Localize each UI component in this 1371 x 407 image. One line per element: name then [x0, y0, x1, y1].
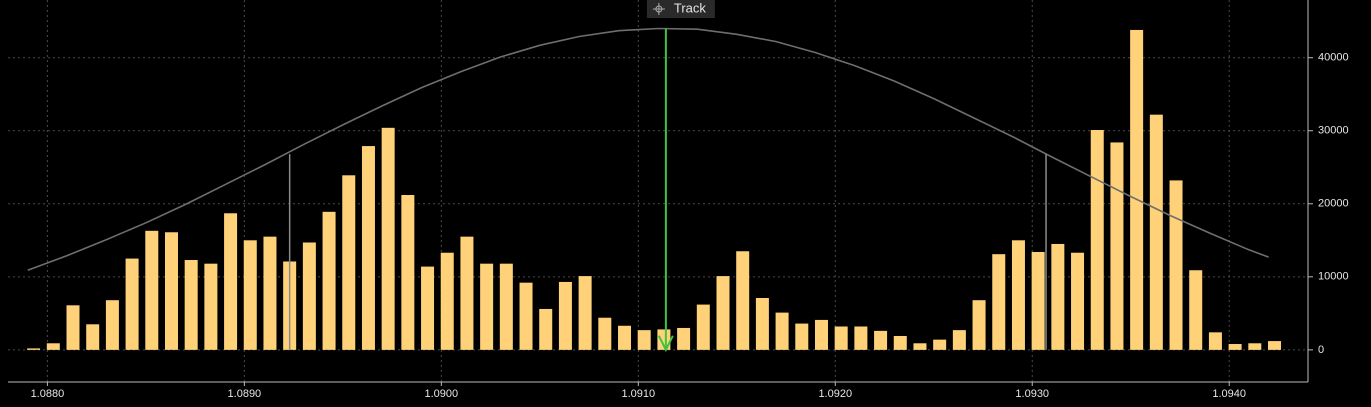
bar: [1090, 130, 1104, 350]
bar: [243, 240, 257, 350]
bar: [342, 175, 356, 350]
bar: [598, 317, 612, 350]
bar: [1051, 243, 1065, 350]
y-tick-label: 0: [1318, 344, 1324, 356]
bar: [361, 146, 375, 350]
bar: [1169, 180, 1183, 350]
bar: [755, 298, 769, 350]
bar: [637, 330, 651, 350]
bar: [499, 263, 513, 350]
bar: [440, 252, 454, 350]
bar: [86, 324, 100, 350]
bar: [1189, 270, 1203, 350]
bar: [677, 327, 691, 350]
y-tick-label: 30000: [1318, 125, 1349, 137]
bar: [105, 300, 119, 350]
bar: [1110, 142, 1124, 350]
bar: [558, 281, 572, 350]
bar: [696, 304, 710, 350]
bar: [184, 260, 198, 350]
bar: [1011, 240, 1025, 350]
x-tick-label: 1.0940: [1212, 388, 1246, 400]
x-tick-label: 1.0910: [621, 388, 655, 400]
bar: [972, 300, 986, 350]
bar: [480, 263, 494, 350]
track-icon-cross: [652, 3, 665, 15]
bar: [204, 263, 218, 350]
bar: [125, 258, 139, 350]
bar: [952, 330, 966, 350]
bar: [539, 308, 553, 350]
x-tick-label: 1.0880: [31, 388, 65, 400]
bar: [795, 323, 809, 350]
y-tick-label: 20000: [1318, 198, 1349, 210]
bar: [381, 127, 395, 350]
bar: [814, 319, 828, 350]
bar: [1031, 251, 1045, 350]
bar: [1268, 341, 1282, 350]
bar: [263, 236, 277, 350]
bar: [401, 195, 415, 350]
bar: [1248, 343, 1262, 350]
bar: [302, 242, 316, 350]
x-tick-label: 1.0890: [228, 388, 262, 400]
bar: [145, 230, 159, 350]
y-tick-label: 40000: [1318, 52, 1349, 64]
bar: [893, 335, 907, 350]
bar: [933, 339, 947, 350]
bar: [992, 254, 1006, 350]
bar: [854, 326, 868, 350]
bar: [874, 330, 888, 350]
bar: [913, 343, 927, 350]
curve: [27, 27, 1269, 271]
bar: [1130, 29, 1144, 350]
bar: [27, 348, 41, 350]
bar: [1228, 344, 1242, 350]
y-tick-label: 10000: [1318, 271, 1349, 283]
bar: [519, 282, 533, 350]
x-tick-label: 1.0900: [425, 388, 459, 400]
bar: [657, 329, 671, 350]
bar: [578, 276, 592, 350]
track-label: Track: [674, 0, 707, 15]
bar: [1149, 114, 1163, 350]
track-button[interactable]: Track: [646, 0, 715, 18]
bar: [224, 213, 238, 350]
track-button-bg: [646, 0, 715, 18]
bar: [322, 211, 336, 350]
bar: [736, 251, 750, 350]
bar: [1208, 332, 1222, 350]
bar: [46, 343, 60, 350]
bar: [775, 312, 789, 350]
bar: [618, 325, 632, 350]
bar: [164, 232, 178, 350]
bar: [460, 236, 474, 350]
bar: [716, 276, 730, 350]
bar: [1071, 252, 1085, 350]
bar: [421, 266, 435, 350]
x-tick-label: 1.0930: [1015, 388, 1049, 400]
bar: [66, 305, 80, 350]
x-tick-label: 1.0920: [818, 388, 852, 400]
bar: [834, 326, 848, 350]
track-arrow: [657, 335, 674, 353]
